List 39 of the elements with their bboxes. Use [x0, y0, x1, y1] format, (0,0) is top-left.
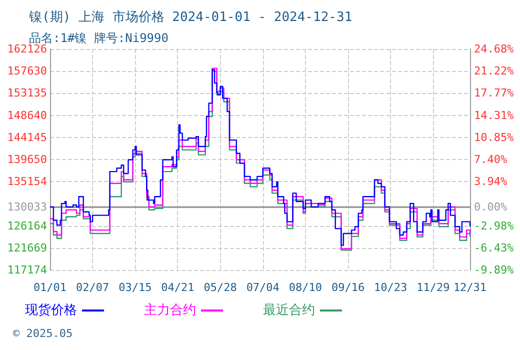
- y-tick-label: 153135: [7, 86, 47, 100]
- chart-subtitle: 品名:1#镍 牌号:Ni9990: [29, 31, 168, 45]
- chart-title: 镍(期) 上海 市场价格 2024-01-01 - 2024-12-31: [28, 10, 352, 25]
- legend-label: 现货价格: [25, 303, 77, 318]
- y2-tick-label: 24.68%: [474, 42, 514, 56]
- y-tick-label: 148640: [7, 108, 47, 122]
- y-tick-label: 157630: [7, 64, 47, 78]
- legend-label: 主力合约: [144, 302, 196, 318]
- x-tick-label: 11/29: [416, 281, 450, 294]
- y-tick-label: 121669: [7, 241, 47, 254]
- legend-label: 最近合约: [263, 303, 315, 318]
- y2-tick-label: 3.94%: [474, 175, 508, 188]
- text: © 2025.05: [13, 327, 73, 340]
- x-tick-label: 05/28: [204, 281, 237, 294]
- x-tick-label: 04/21: [161, 281, 194, 294]
- y2-tick-label: -2.98%: [474, 219, 514, 232]
- y-tick-label: 117174: [7, 264, 48, 276]
- x-tick-label: 09/16: [331, 281, 365, 294]
- x-tick-label: 03/15: [118, 281, 152, 294]
- y2-tick-label: 0.00%: [474, 200, 508, 214]
- y-tick-label: 144145: [7, 130, 47, 144]
- y-tick-label: 139650: [7, 153, 47, 166]
- y2-tick-label: 21.22%: [474, 64, 514, 78]
- x-tick-label: 01/01: [33, 281, 67, 294]
- y2-tick-label: -6.43%: [474, 241, 514, 254]
- x-tick-label: 02/07: [76, 281, 110, 294]
- x-tick-label: 12/31: [453, 281, 487, 294]
- y-tick-label: 135154: [7, 175, 48, 188]
- y2-tick-label: 7.40%: [474, 152, 508, 166]
- y-tick-label: 162126: [7, 42, 47, 56]
- x-tick-label: 08/10: [288, 281, 322, 294]
- y2-tick-label: -9.89%: [474, 264, 514, 276]
- y2-tick-label: 10.85%: [474, 130, 514, 144]
- y-tick-label: 130033: [7, 200, 47, 214]
- x-tick-label: 07/04: [246, 281, 280, 294]
- y2-tick-label: 14.31%: [474, 108, 514, 122]
- y-tick-label: 126164: [7, 219, 48, 232]
- y2-tick-label: 17.77%: [474, 86, 514, 100]
- x-tick-label: 10/23: [374, 281, 408, 294]
